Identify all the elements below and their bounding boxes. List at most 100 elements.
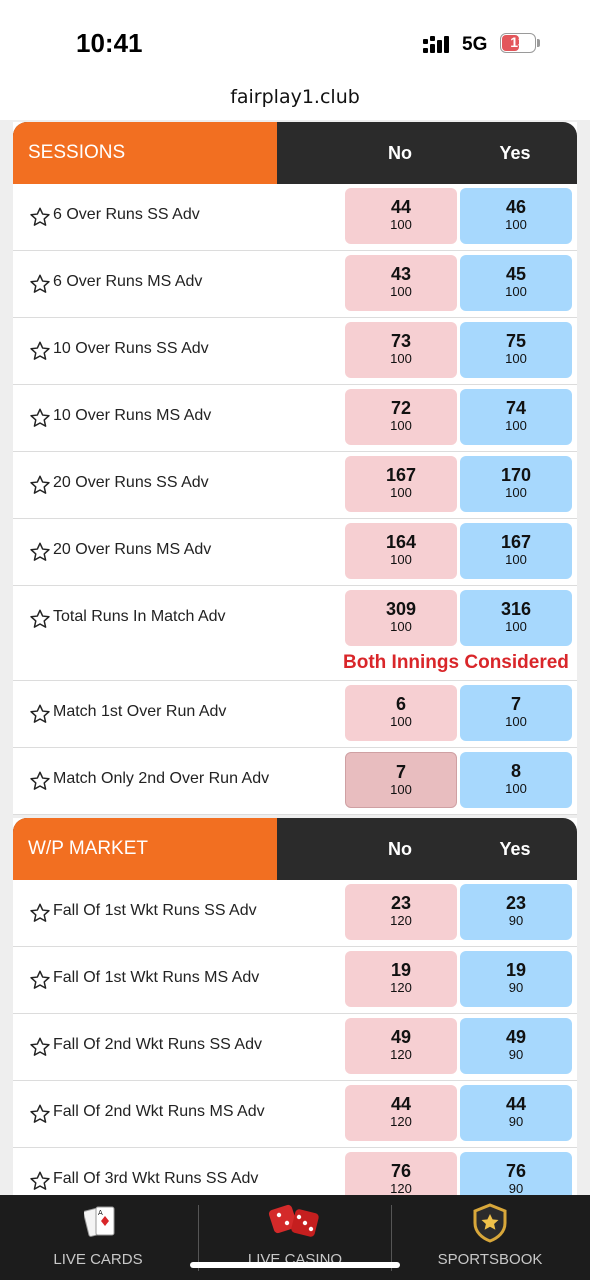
- star-icon[interactable]: [29, 770, 51, 792]
- no-odds-value: 49: [390, 1027, 412, 1047]
- market-row: Fall Of 2nd Wkt Runs SS Adv 49 120 49 90: [13, 1014, 577, 1081]
- yes-odds-button[interactable]: 170 100: [460, 456, 572, 512]
- nav-divider: [391, 1205, 392, 1271]
- market-row-label: 20 Over Runs MS Adv: [53, 541, 212, 558]
- no-odds-button[interactable]: 167 100: [345, 456, 457, 512]
- yes-odds-button[interactable]: 75 100: [460, 322, 572, 378]
- star-icon[interactable]: [29, 541, 51, 563]
- yes-odds-size: 90: [508, 1114, 524, 1129]
- yes-odds-button[interactable]: 167 100: [460, 523, 572, 579]
- yes-odds-value: 8: [510, 761, 521, 781]
- market-row: 10 Over Runs MS Adv 72 100 74 100: [13, 385, 577, 452]
- no-odds-value: 164: [385, 532, 417, 552]
- yes-odds-button[interactable]: 45 100: [460, 255, 572, 311]
- market-row: Fall Of 3rd Wkt Runs SS Adv 76 120 76 90: [13, 1148, 577, 1195]
- market-row: Match Only 2nd Over Run Adv 7 100 8 100: [13, 748, 577, 815]
- star-icon[interactable]: [29, 969, 51, 991]
- star-icon[interactable]: [29, 608, 51, 630]
- yes-odds-button[interactable]: 23 90: [460, 884, 572, 940]
- no-odds-button[interactable]: 309 100: [345, 590, 457, 646]
- market-title: W/P MARKET: [13, 818, 277, 880]
- market-row: Fall Of 2nd Wkt Runs MS Adv 44 120 44 90: [13, 1081, 577, 1148]
- yes-odds-button[interactable]: 8 100: [460, 752, 572, 808]
- market-row: 10 Over Runs SS Adv 73 100 75 100: [13, 318, 577, 385]
- star-icon[interactable]: [29, 902, 51, 924]
- yes-odds-button[interactable]: 76 90: [460, 1152, 572, 1195]
- no-odds-button[interactable]: 23 120: [345, 884, 457, 940]
- network-type: 5G: [462, 34, 488, 55]
- yes-odds-value: 167: [500, 532, 532, 552]
- star-icon[interactable]: [29, 1170, 51, 1192]
- yes-odds-button[interactable]: 49 90: [460, 1018, 572, 1074]
- market-row-label: 6 Over Runs MS Adv: [53, 273, 203, 290]
- signal-icon: [423, 36, 449, 53]
- column-no-header: No: [388, 839, 412, 859]
- no-odds-value: 72: [390, 398, 412, 418]
- yes-odds-value: 75: [505, 331, 527, 351]
- star-icon[interactable]: [29, 1036, 51, 1058]
- no-odds-value: 44: [390, 1094, 412, 1114]
- column-yes-header: Yes: [499, 143, 531, 163]
- nav-sportsbook[interactable]: SPORTSBOOK: [392, 1195, 588, 1280]
- no-odds-button[interactable]: 164 100: [345, 523, 457, 579]
- wp-market: W/P MARKET No Yes Fall Of 1st Wkt Runs S…: [13, 818, 577, 1195]
- market-row-label: Fall Of 2nd Wkt Runs SS Adv: [53, 1036, 262, 1053]
- nav-live-cards[interactable]: A LIVE CARDS: [0, 1195, 196, 1280]
- market-title: SESSIONS: [13, 122, 277, 184]
- yes-odds-button[interactable]: 74 100: [460, 389, 572, 445]
- yes-odds-button[interactable]: 7 100: [460, 685, 572, 741]
- no-odds-button[interactable]: 49 120: [345, 1018, 457, 1074]
- no-odds-value: 43: [390, 264, 412, 284]
- no-odds-button[interactable]: 7 100: [345, 752, 457, 808]
- yes-odds-size: 100: [505, 418, 527, 433]
- yes-odds-value: 74: [505, 398, 527, 418]
- no-odds-value: 23: [390, 893, 412, 913]
- market-row-label: 10 Over Runs SS Adv: [53, 340, 209, 357]
- no-odds-size: 100: [390, 619, 412, 634]
- yes-odds-value: 316: [500, 599, 532, 619]
- yes-odds-button[interactable]: 19 90: [460, 951, 572, 1007]
- no-odds-button[interactable]: 43 100: [345, 255, 457, 311]
- yes-odds-button[interactable]: 44 90: [460, 1085, 572, 1141]
- no-odds-button[interactable]: 44 120: [345, 1085, 457, 1141]
- star-icon[interactable]: [29, 703, 51, 725]
- star-icon[interactable]: [29, 1103, 51, 1125]
- star-icon[interactable]: [29, 273, 51, 295]
- yes-odds-size: 100: [505, 552, 527, 567]
- column-no-header: No: [388, 143, 412, 163]
- dice-icon: [268, 1204, 319, 1237]
- no-odds-size: 120: [390, 980, 412, 995]
- no-odds-button[interactable]: 72 100: [345, 389, 457, 445]
- no-odds-size: 120: [390, 1047, 412, 1062]
- market-row: Fall Of 1st Wkt Runs SS Adv 23 120 23 90: [13, 880, 577, 947]
- yes-odds-button[interactable]: 316 100: [460, 590, 572, 646]
- market-row-label: 20 Over Runs SS Adv: [53, 474, 209, 491]
- no-odds-button[interactable]: 44 100: [345, 188, 457, 244]
- market-row: Total Runs In Match Adv 309 100 316 100 Bo…: [13, 586, 577, 681]
- nav-label: LIVE CARDS: [53, 1251, 143, 1268]
- star-icon[interactable]: [29, 407, 51, 429]
- no-odds-button[interactable]: 73 100: [345, 322, 457, 378]
- address-bar[interactable]: fairplay1.club: [230, 86, 360, 108]
- yes-odds-value: 19: [505, 960, 527, 980]
- star-icon[interactable]: [29, 474, 51, 496]
- no-odds-size: 100: [390, 284, 412, 299]
- battery-level: 13: [510, 34, 526, 50]
- yes-odds-size: 90: [508, 980, 524, 995]
- market-header: SESSIONS No Yes: [13, 122, 577, 184]
- star-icon[interactable]: [29, 206, 51, 228]
- shield-star-icon: [473, 1203, 507, 1243]
- yes-odds-button[interactable]: 46 100: [460, 188, 572, 244]
- no-odds-button[interactable]: 76 120: [345, 1152, 457, 1195]
- no-odds-button[interactable]: 6 100: [345, 685, 457, 741]
- yes-odds-size: 90: [508, 1047, 524, 1062]
- page-content: SESSIONS No Yes 6 Over Runs SS Adv 44 100…: [0, 120, 590, 1195]
- market-row-label: 6 Over Runs SS Adv: [53, 206, 200, 223]
- market-row-label: Fall Of 3rd Wkt Runs SS Adv: [53, 1170, 259, 1187]
- no-odds-size: 120: [390, 913, 412, 928]
- no-odds-button[interactable]: 19 120: [345, 951, 457, 1007]
- yes-odds-size: 100: [505, 485, 527, 500]
- star-icon[interactable]: [29, 340, 51, 362]
- no-odds-value: 6: [395, 694, 406, 714]
- market-row: 20 Over Runs SS Adv 167 100 170 100: [13, 452, 577, 519]
